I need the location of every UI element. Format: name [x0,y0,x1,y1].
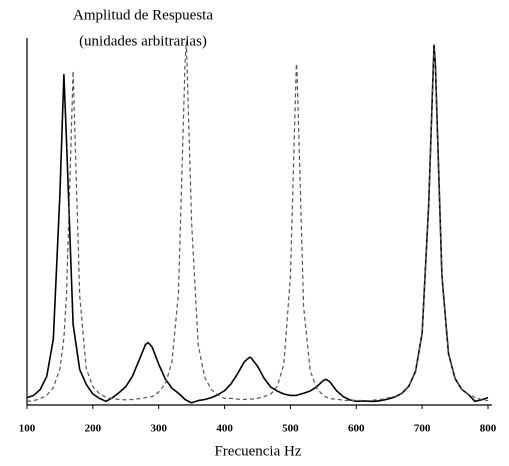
x-tick-label: 100 [19,423,36,435]
x-tick-label: 600 [348,423,365,435]
x-tick-label: 500 [282,423,299,435]
x-tick-label: 800 [480,423,497,435]
x-tick-label: 400 [216,423,233,435]
x-axis-label: Frecuencia Hz [214,443,301,459]
x-tick-label: 700 [414,423,431,435]
x-tick-label: 200 [85,423,102,435]
y-axis-label: Amplitud de Respuesta [73,7,213,23]
x-tick-label: 300 [150,423,167,435]
line-series [26,41,489,402]
y-axis-label: (unidades arbitrarias) [79,33,207,49]
